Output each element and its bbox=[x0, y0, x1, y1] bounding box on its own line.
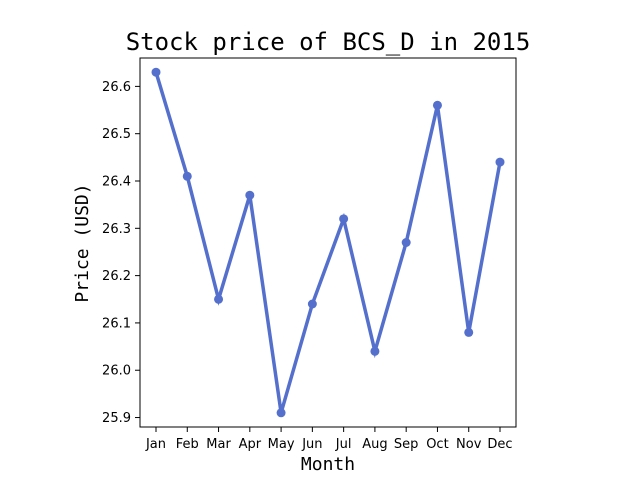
y-tick-label: 26.6 bbox=[102, 80, 131, 95]
series-line bbox=[154, 71, 502, 414]
series-layer bbox=[151, 67, 505, 418]
x-tick-label: Sep bbox=[394, 437, 419, 452]
x-tick-label: Oct bbox=[426, 437, 448, 452]
data-point bbox=[245, 190, 255, 200]
data-point bbox=[339, 214, 349, 224]
data-point bbox=[432, 100, 442, 110]
y-tick-label: 25.9 bbox=[102, 411, 131, 426]
chart-title: Stock price of BCS_D in 2015 bbox=[126, 28, 531, 56]
data-point bbox=[464, 327, 474, 337]
plot-frame bbox=[139, 57, 517, 428]
y-tick-label: 26.1 bbox=[102, 316, 131, 331]
data-point bbox=[401, 238, 411, 247]
x-axis: Jan Feb Mar Apr May Jun Jul Aug Sep Oct Nov Dec bbox=[145, 427, 513, 452]
y-tick-label: 26.0 bbox=[102, 364, 131, 379]
y-axis-label: Price (USD) bbox=[72, 183, 93, 302]
x-tick-label: Dec bbox=[487, 437, 512, 452]
x-tick-label: Apr bbox=[239, 437, 262, 452]
data-point bbox=[495, 157, 505, 167]
x-tick-label: Jun bbox=[301, 437, 322, 452]
x-tick-label: Feb bbox=[176, 437, 199, 452]
data-point bbox=[151, 67, 161, 77]
x-tick-label: Jan bbox=[145, 437, 166, 452]
x-tick-label: Jul bbox=[335, 437, 352, 452]
x-axis-label: Month bbox=[301, 454, 355, 475]
data-point bbox=[276, 408, 286, 418]
x-tick-label: Mar bbox=[206, 437, 231, 452]
y-tick-label: 26.2 bbox=[102, 269, 131, 284]
x-tick-label: Nov bbox=[456, 437, 482, 452]
data-point bbox=[214, 294, 224, 304]
data-point bbox=[182, 171, 192, 181]
x-tick-label: Aug bbox=[362, 437, 387, 452]
y-axis: 25.9 26.0 26.1 26.2 26.3 26.4 26.5 26.6 bbox=[102, 80, 140, 426]
plot-area: 25.9 26.0 26.1 26.2 26.3 26.4 26.5 26.6 Jan Feb M… bbox=[102, 57, 517, 452]
y-tick-label: 26.4 bbox=[102, 175, 131, 190]
x-tick-label: May bbox=[268, 437, 295, 452]
data-point bbox=[307, 299, 317, 309]
data-point bbox=[370, 346, 380, 356]
y-tick-label: 26.5 bbox=[102, 127, 131, 142]
y-tick-label: 26.3 bbox=[102, 222, 131, 237]
